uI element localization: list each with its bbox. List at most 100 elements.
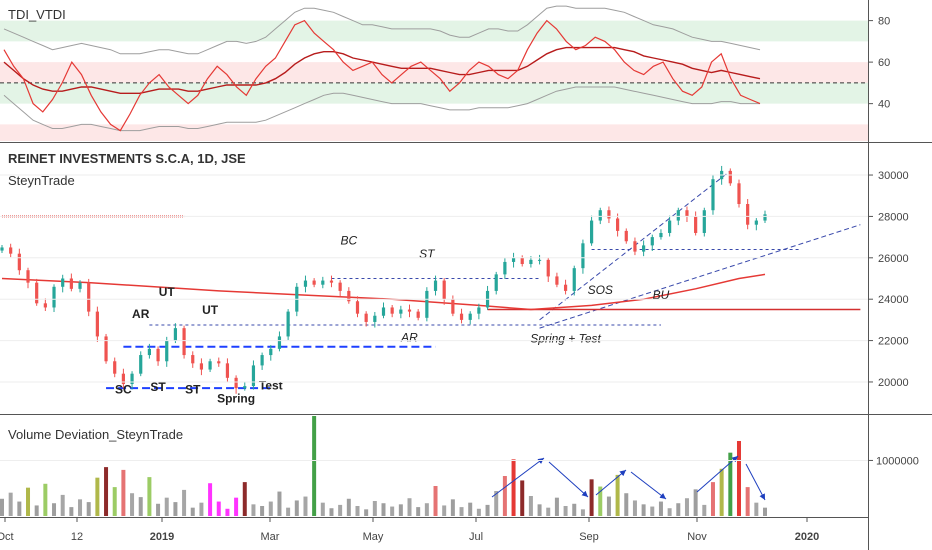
volume-bar xyxy=(0,498,4,516)
candle-body xyxy=(43,303,47,308)
volume-bar xyxy=(277,491,282,516)
volume-bar xyxy=(598,486,603,516)
volume-bar xyxy=(485,504,490,516)
volume-bar xyxy=(225,508,230,516)
candle-body xyxy=(277,336,282,349)
volume-bar xyxy=(719,468,724,516)
candle xyxy=(347,287,351,304)
candle xyxy=(113,357,117,378)
candle xyxy=(52,284,56,313)
candle xyxy=(43,298,47,311)
wyckoff-label: BU xyxy=(653,288,670,302)
wyckoff-label: Test xyxy=(259,379,283,393)
candle-body xyxy=(156,348,160,362)
candle xyxy=(511,252,516,268)
candle xyxy=(390,304,394,318)
candle xyxy=(156,346,160,366)
candle xyxy=(589,215,594,246)
tdi-title: TDI_VTDI xyxy=(8,7,66,22)
volume-bar xyxy=(208,483,213,516)
volume-bar xyxy=(190,507,195,516)
volume-bar xyxy=(182,489,187,516)
candle-body xyxy=(260,355,264,366)
volume-bar xyxy=(736,441,741,516)
wyckoff-label: SC xyxy=(115,382,132,396)
volume-bar xyxy=(468,502,473,516)
candle-body xyxy=(650,237,654,246)
volume-bar xyxy=(667,508,672,516)
candle xyxy=(555,272,559,288)
candle-body xyxy=(451,299,455,314)
volume-bar xyxy=(95,477,100,516)
candle xyxy=(572,265,576,296)
candle xyxy=(35,278,39,306)
wyckoff-label: ST xyxy=(419,247,436,261)
candle xyxy=(754,218,758,231)
candle-body xyxy=(199,363,204,370)
moving-average-line xyxy=(1,273,766,311)
volume-bar xyxy=(34,505,39,516)
candle-body xyxy=(563,284,568,291)
volume-arrow xyxy=(595,469,627,496)
volume-arrow xyxy=(630,471,667,500)
candle-body xyxy=(407,309,412,312)
candle xyxy=(624,228,628,244)
volume-arrow xyxy=(491,457,545,498)
x-tick-label: May xyxy=(363,531,384,543)
tdi-zone xyxy=(0,62,868,83)
candle-body xyxy=(147,348,151,356)
candle xyxy=(616,213,620,237)
candle-body xyxy=(555,276,559,285)
volume-bar xyxy=(372,501,377,516)
candle-body xyxy=(225,363,230,378)
volume-bar xyxy=(494,491,499,516)
candle xyxy=(312,278,316,288)
candle xyxy=(650,234,654,251)
candle xyxy=(173,323,178,344)
candle xyxy=(234,375,238,394)
candle-body xyxy=(347,290,351,302)
volume-bar xyxy=(112,487,117,516)
volume-bar xyxy=(43,483,48,516)
tdi-zone xyxy=(0,82,868,104)
candle-body xyxy=(598,210,602,221)
volume-bar xyxy=(676,503,681,516)
candle xyxy=(711,175,715,215)
volume-bar xyxy=(580,509,585,516)
volume-bar xyxy=(52,503,57,516)
candle xyxy=(182,325,186,359)
candle-body xyxy=(95,311,99,337)
volume-bar xyxy=(459,507,464,516)
tdi-upper-band xyxy=(3,5,761,55)
candle xyxy=(269,345,273,361)
candle xyxy=(147,343,151,359)
candle xyxy=(416,309,420,321)
candle-body xyxy=(208,361,212,370)
candle-body xyxy=(676,210,680,221)
candle xyxy=(321,276,325,289)
volume-bar xyxy=(606,496,611,516)
wyckoff-label: ST xyxy=(150,380,166,394)
candle-body xyxy=(529,259,533,265)
volume-bar xyxy=(398,504,403,516)
tdi-fast-line xyxy=(3,19,761,132)
volume-bar xyxy=(710,482,715,516)
price-subtitle: SteynTrade xyxy=(8,173,75,188)
candle-body xyxy=(633,241,637,252)
candle xyxy=(303,275,308,293)
candle xyxy=(451,295,455,317)
candle xyxy=(208,358,212,373)
x-tick-label: 12 xyxy=(71,531,83,543)
x-tick-label: Nov xyxy=(687,531,707,543)
wyckoff-label: UT xyxy=(202,303,219,317)
candle-body xyxy=(537,259,542,261)
volume-bar xyxy=(450,499,455,516)
volume-bar xyxy=(60,494,65,516)
candle-body xyxy=(321,280,325,285)
candle-body xyxy=(61,278,65,287)
candle-body xyxy=(104,336,108,362)
volume-bar xyxy=(554,497,559,516)
volume-title: Volume Deviation_SteynTrade xyxy=(8,427,184,442)
wyckoff-label: AR xyxy=(400,331,418,345)
